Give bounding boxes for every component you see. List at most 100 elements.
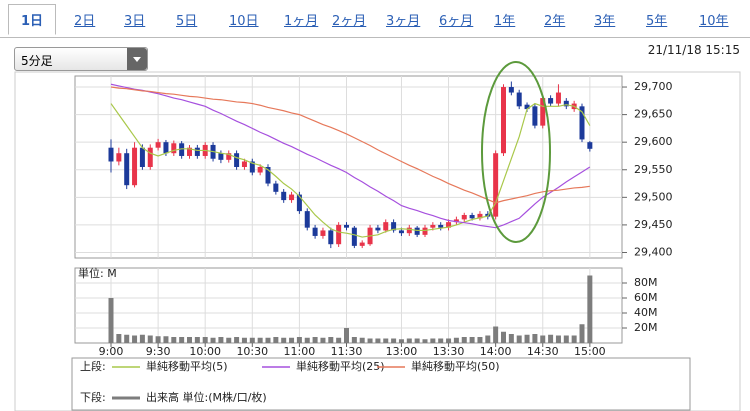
x-tick-label: 11:30 (331, 345, 363, 358)
candle-body (548, 98, 554, 104)
volume-bar (383, 338, 389, 343)
volume-bar (446, 338, 452, 343)
volume-bar (116, 334, 122, 343)
candle-body (351, 227, 357, 246)
volume-bar (571, 335, 577, 343)
y-tick-label: 29,650 (634, 108, 673, 121)
period-tab[interactable]: 6ヶ月 (439, 14, 474, 29)
candle-body (555, 92, 561, 104)
dropdown-arrow (127, 48, 147, 70)
volume-bar (398, 339, 404, 343)
candle-body (218, 153, 224, 160)
moving-average-line (110, 102, 591, 238)
volume-bar (548, 334, 554, 343)
volume-bar (124, 334, 130, 343)
y-tick-label: 20M (634, 321, 658, 334)
volume-bar (179, 337, 185, 343)
volume-bar (210, 337, 216, 343)
candle-body (383, 222, 389, 231)
volume-bar (289, 337, 295, 343)
x-tick-label: 9:30 (146, 345, 171, 358)
legend-label: 単純移動平均(50) (411, 359, 500, 373)
candle-body (257, 167, 263, 173)
candle-body (367, 227, 373, 245)
volume-bar (430, 338, 436, 343)
price-panel (74, 75, 623, 259)
candle-body (265, 167, 271, 184)
period-tab[interactable]: 3年 (594, 14, 616, 29)
candle-body (469, 214, 475, 219)
period-tab[interactable]: 1ヶ月 (284, 14, 319, 29)
period-tab[interactable]: 2ヶ月 (332, 14, 367, 29)
volume-bar (359, 337, 365, 343)
period-tab[interactable]: 10日 (229, 14, 259, 29)
x-tick-label: 13:30 (433, 345, 465, 358)
candle-body (375, 227, 381, 231)
period-tab[interactable]: 5日 (176, 14, 198, 29)
volume-panel (74, 267, 623, 344)
volume-bar (257, 337, 263, 343)
candle-body (187, 147, 192, 156)
candle-body (179, 143, 185, 156)
volume-bar (273, 337, 279, 343)
volume-bar (171, 337, 177, 343)
legend-label: 単純移動平均(25) (296, 359, 385, 373)
volume-bar (336, 337, 342, 343)
volume-bar (406, 338, 412, 343)
x-tick-label: 10:30 (236, 345, 268, 358)
y-tick-label: 29,550 (634, 163, 673, 176)
volume-bar (218, 337, 224, 343)
legend-box (71, 357, 691, 411)
period-tab[interactable]: 3ヶ月 (386, 14, 421, 29)
candle-body (501, 87, 506, 154)
candle-body (281, 191, 287, 201)
dropdown-label: 5分足 (21, 54, 53, 68)
period-tab[interactable]: 10年 (699, 14, 729, 29)
candle-body (493, 153, 499, 217)
volume-bar (194, 337, 200, 343)
candle-body (579, 106, 585, 140)
volume-bar (422, 339, 428, 343)
period-tab[interactable]: 3日 (124, 14, 146, 29)
volume-bar (226, 337, 232, 343)
volume-bar (241, 337, 247, 343)
candle-body (485, 213, 491, 217)
x-tick-label: 11:00 (284, 345, 316, 358)
timestamp: 21/11/18 15:15 (647, 43, 740, 57)
candle-body (508, 87, 514, 93)
interval-dropdown[interactable]: 5分足 (14, 47, 148, 71)
candle-body (210, 144, 216, 159)
y-tick-label: 29,500 (634, 190, 673, 203)
x-tick-label: 15:00 (574, 345, 606, 358)
x-tick-label: 10:00 (189, 345, 221, 358)
candle-body (163, 142, 169, 154)
y-tick-label: 60M (634, 291, 658, 304)
volume-bar (485, 335, 491, 343)
volume-bar (163, 336, 169, 343)
y-tick-label: 29,700 (634, 80, 673, 93)
period-tab[interactable]: 5年 (646, 14, 668, 29)
candle-body (524, 104, 530, 110)
volume-bar (312, 337, 318, 343)
volume-bar (508, 334, 514, 343)
volume-bar (563, 335, 569, 343)
candle-body (194, 147, 200, 156)
period-tab[interactable]: 1日 (8, 4, 57, 35)
candle-body (422, 227, 428, 235)
candle-body (446, 222, 452, 228)
candle-body (234, 153, 240, 167)
volume-bar (147, 335, 153, 343)
period-tab[interactable]: 2年 (544, 14, 566, 29)
tab-bar: 1日 2日 3日 5日 10日 1ヶ月 2ヶ月 3ヶ月 6ヶ月 1年 2年 3年 5年 10年 (0, 0, 750, 38)
candle-body (461, 214, 467, 220)
candle-body (108, 147, 114, 162)
volume-bar (155, 336, 161, 343)
period-tab[interactable]: 2日 (74, 14, 96, 29)
candle-body (563, 100, 569, 107)
period-tab[interactable]: 1年 (494, 14, 516, 29)
volume-bar (501, 331, 506, 343)
chart-frame (14, 71, 741, 411)
volume-bar (375, 338, 381, 343)
legend-label: 単純移動平均(5) (146, 359, 228, 373)
